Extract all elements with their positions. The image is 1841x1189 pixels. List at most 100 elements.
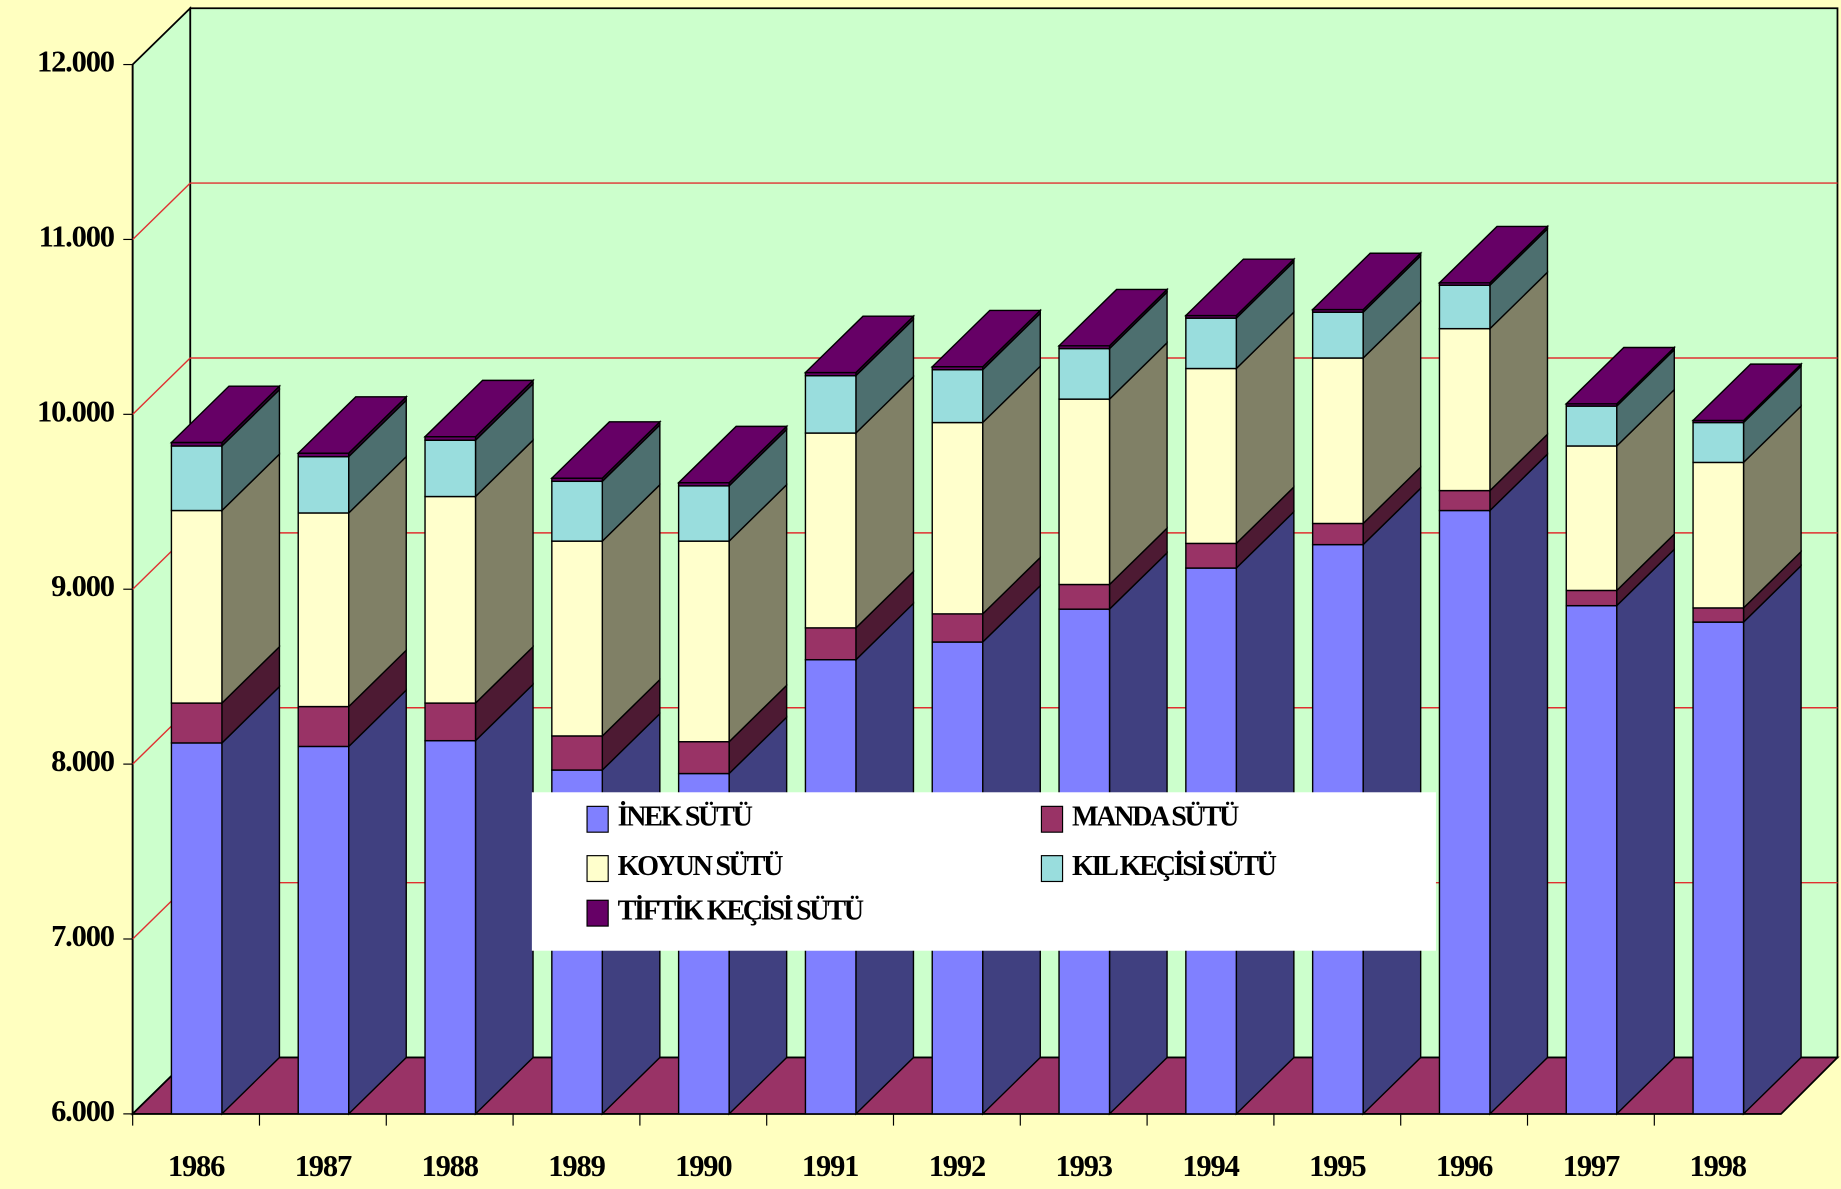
y-tick-label: 9.000 [51,569,115,603]
bar [1565,405,1618,447]
bar-side [221,684,281,1116]
bar [1438,327,1491,492]
bar [1565,589,1618,607]
bar [551,540,604,737]
bar-top [676,425,789,484]
bar [1692,607,1745,623]
legend-label: TİFTİK KEÇİSİ SÜTÜ [618,896,864,927]
bar [551,735,604,771]
x-tick-label: 1990 [675,1149,732,1183]
bar [297,455,350,514]
x-tick-label: 1998 [1690,1149,1747,1183]
bar [424,495,477,704]
x-tick-label: 1993 [1056,1149,1113,1183]
bar-top [1310,252,1423,311]
grid-line-side [132,357,191,415]
legend-box [531,792,1436,951]
bar [677,540,730,743]
bar [931,613,984,643]
bar-top [1564,346,1677,405]
bar [1692,621,1745,1115]
bar [1058,583,1111,610]
y-tick-label: 8.000 [51,744,115,778]
bar [1058,398,1111,586]
legend-label: İNEK SÜTÜ [618,802,753,833]
bar [297,745,350,1115]
grid-line-side [132,182,191,240]
bar [931,369,984,424]
bar-top [1437,225,1550,284]
bar [677,741,730,775]
bar [804,627,857,661]
legend-swatch [586,899,609,927]
bar [1692,421,1745,464]
bar [424,739,477,1115]
bar-top [1184,258,1296,317]
bar [1311,522,1364,546]
bar [1565,604,1618,1115]
bar [677,485,730,542]
bar-top [169,385,282,444]
bar [297,705,350,748]
bar [1692,461,1745,609]
x-tick-label: 1996 [1436,1149,1493,1183]
x-tick-label: 1991 [802,1149,858,1183]
bar [931,421,984,615]
bar [1185,542,1238,569]
bar [1311,311,1364,359]
x-tick-label: 1992 [929,1149,985,1183]
bar [1438,489,1491,512]
legend-swatch [586,855,609,883]
y-tick-label: 11.000 [39,219,115,253]
x-tick-label: 1994 [1182,1149,1239,1183]
bar [804,432,857,629]
x-tick-label: 1997 [1563,1149,1620,1183]
bar-side [1616,547,1675,1116]
bar [1311,357,1364,525]
y-tick-label: 7.000 [51,919,115,953]
x-tick-label: 1995 [1309,1149,1366,1183]
bar [1565,445,1618,592]
bar-top [550,421,662,479]
legend-swatch [1040,805,1064,833]
bar [1438,509,1491,1115]
bar [1185,367,1238,545]
x-tick-label: 1986 [168,1149,225,1183]
y-tick-label: 12.000 [37,45,115,79]
bar-top [930,309,1042,368]
bar [170,702,223,744]
bar [1438,284,1491,330]
bar [1185,317,1238,370]
y-tick-label: 10.000 [37,394,115,428]
legend-label: KIL KEÇİSİ SÜTÜ [1072,851,1277,882]
bar-top [296,396,408,454]
x-tick-label: 1989 [548,1149,605,1183]
legend-swatch [586,805,609,833]
bar-top [1057,288,1169,347]
legend-label: MANDA SÜTÜ [1072,802,1239,833]
legend-swatch [1040,855,1064,883]
bar [170,509,223,704]
bar [170,742,223,1115]
bar-side [348,688,407,1116]
bar [804,374,857,434]
x-tick-label: 1987 [295,1149,352,1183]
bar-top [423,379,535,438]
bar [551,480,604,542]
bar [1058,347,1111,400]
x-tick-label: 1988 [422,1149,479,1183]
bar [297,512,350,708]
bar-top [803,315,916,374]
legend: İNEK SÜTÜ MANDA SÜTÜ KOYUN SÜTÜ KIL KEÇİSİ … [531,792,1436,951]
y-tick-label: 6.000 [51,1094,115,1128]
legend-label: KOYUN SÜTÜ [618,851,784,882]
bar-side [1489,452,1549,1116]
bar-side [1742,564,1802,1116]
bar-top [1691,363,1803,422]
bar [424,439,477,498]
bar [170,445,223,512]
bar [424,702,477,742]
bar-side [474,682,534,1116]
